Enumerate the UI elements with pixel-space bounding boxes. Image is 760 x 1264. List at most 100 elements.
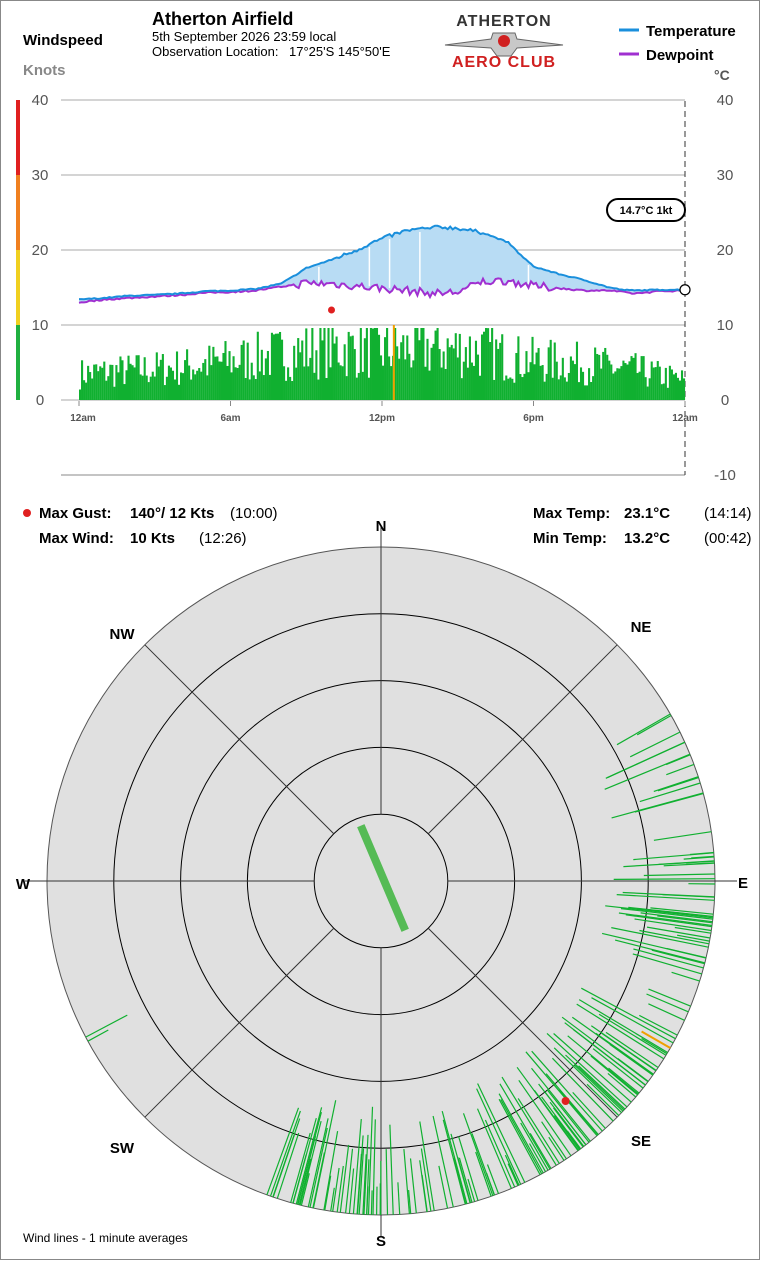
- wind-bar: [523, 374, 525, 400]
- wind-bar: [206, 375, 208, 400]
- wind-bar: [214, 357, 216, 400]
- wind-bar: [117, 372, 119, 400]
- wind-bar: [471, 363, 473, 400]
- wind-bar: [226, 366, 228, 400]
- wind-bar: [505, 376, 507, 400]
- wind-bar: [527, 372, 529, 400]
- wind-bar: [99, 366, 101, 400]
- wind-bar: [237, 368, 239, 400]
- wind-bar: [299, 352, 301, 400]
- right-tick-40: 40: [717, 92, 734, 109]
- wind-bar: [437, 328, 439, 400]
- wind-bar: [398, 359, 400, 400]
- wind-bar: [404, 359, 406, 400]
- wind-bar: [204, 359, 206, 400]
- right-tick-30: 30: [717, 167, 734, 184]
- wind-bar: [459, 334, 461, 400]
- wind-bar: [428, 371, 430, 400]
- wind-bar: [297, 338, 299, 400]
- station-name: Atherton Airfield: [152, 9, 293, 29]
- wind-bar: [376, 328, 378, 400]
- wind-bar: [671, 369, 673, 400]
- wind-bar: [152, 372, 154, 400]
- wind-bar: [313, 373, 315, 400]
- right-tick-minus-10: -10: [714, 467, 736, 484]
- wind-bar: [550, 340, 552, 400]
- wind-bar: [346, 376, 348, 400]
- wind-bar: [160, 360, 162, 400]
- wind-bar: [269, 375, 271, 400]
- wind-bar: [422, 328, 424, 400]
- wind-bar: [180, 372, 182, 400]
- wind-bar: [578, 382, 580, 400]
- wind-bar: [608, 361, 610, 400]
- max-gust-label: Max Gust:: [39, 505, 112, 522]
- compass-max-gust-point: [562, 1097, 570, 1105]
- min-temp-value: 13.2°C: [624, 530, 670, 547]
- wind-bar: [166, 377, 168, 400]
- wind-bar: [146, 376, 148, 400]
- wind-bar: [534, 364, 536, 400]
- wind-bar: [257, 332, 259, 400]
- wind-bar: [475, 341, 477, 400]
- wind-bar: [616, 368, 618, 400]
- wind-bar: [202, 363, 204, 400]
- wind-bar: [263, 375, 265, 400]
- wind-bar: [467, 368, 469, 400]
- wind-bar: [433, 344, 435, 400]
- wind-bar: [115, 365, 117, 400]
- wind-bar: [568, 373, 570, 400]
- wind-bar: [327, 328, 329, 400]
- wind-bar: [176, 351, 178, 400]
- wind-bar: [507, 379, 509, 400]
- wind-bar: [138, 355, 140, 400]
- wind-bar: [618, 369, 620, 400]
- max-gust-value: 140°/ 12 Kts: [130, 505, 214, 522]
- wind-bar: [649, 378, 651, 400]
- wind-bar: [188, 366, 190, 400]
- celsius-axis-unit: °C: [714, 67, 730, 83]
- wind-bar: [208, 346, 210, 400]
- wind-bar: [679, 381, 681, 400]
- max-wind-bar: [393, 325, 395, 400]
- knots-axis-unit: Knots: [23, 62, 66, 79]
- wind-bar: [487, 328, 489, 400]
- wind-bar: [350, 336, 352, 400]
- wind-bar: [275, 334, 277, 400]
- wind-bar: [602, 352, 604, 400]
- wind-bar: [554, 343, 556, 400]
- wind-bar: [307, 366, 309, 400]
- wind-bar: [542, 365, 544, 400]
- compass-label-ne: NE: [631, 619, 652, 636]
- scale-segment-yellow: [16, 250, 20, 325]
- left-tick-30: 30: [32, 167, 49, 184]
- wind-bar: [400, 342, 402, 400]
- wind-bar: [344, 344, 346, 400]
- wind-bar: [251, 363, 253, 400]
- wind-bar: [594, 348, 596, 400]
- wind-bar: [604, 348, 606, 400]
- wind-bar: [632, 358, 634, 400]
- wind-bar: [134, 367, 136, 400]
- compass-label-sw: SW: [110, 1140, 135, 1157]
- compass-label-n: N: [376, 518, 387, 535]
- wind-bar: [210, 365, 212, 400]
- wind-bar: [388, 356, 390, 400]
- x-tick-1: 6am: [220, 413, 240, 424]
- wind-bar: [531, 337, 533, 400]
- wind-bar: [536, 353, 538, 400]
- wind-bar: [521, 377, 523, 400]
- wind-bar: [113, 387, 115, 400]
- wind-bar: [265, 358, 267, 400]
- wind-bar: [416, 328, 418, 400]
- wind-bar: [390, 366, 392, 400]
- min-temp-label: Min Temp:: [533, 530, 607, 547]
- wind-bar: [247, 343, 249, 400]
- wind-bar: [576, 342, 578, 400]
- wind-bar: [148, 382, 150, 400]
- wind-bar: [655, 367, 657, 400]
- wind-bar: [641, 356, 643, 400]
- chart-markers: [328, 285, 690, 314]
